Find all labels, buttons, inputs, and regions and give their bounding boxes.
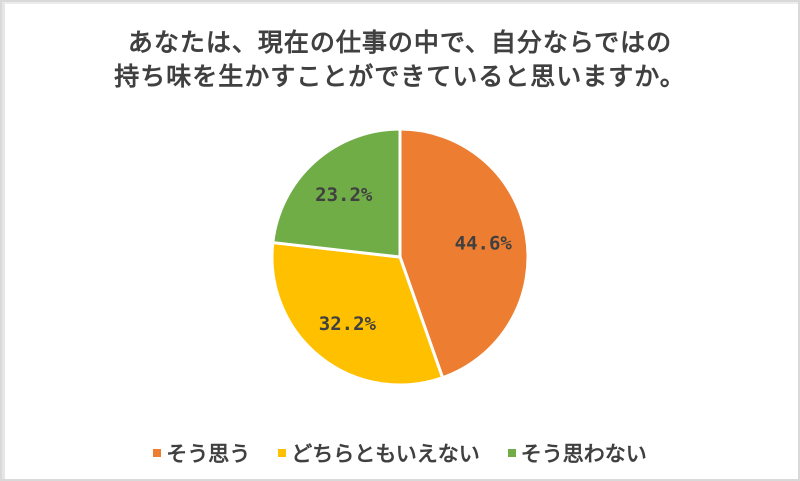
pie-labels: 44.6% 32.2% 23.2% (315, 184, 512, 335)
legend-item-disagree: そう思わない (507, 438, 647, 468)
pie-data-label: 44.6% (455, 233, 513, 255)
legend-swatch-yellow (278, 449, 287, 457)
pie-data-label: 32.2% (319, 313, 377, 335)
chart-title-line-1: あなたは、現在の仕事の中で、自分ならではの (127, 28, 673, 57)
pie-slice-disagree (271, 127, 402, 259)
legend-swatch-green (507, 449, 516, 457)
legend-item-neutral: どちらともいえない (278, 438, 480, 468)
pie-slice-neutral (270, 240, 445, 387)
legend: そう思う どちらともいえない そう思わない (0, 438, 800, 468)
pie-slice-agree (398, 127, 530, 380)
pie-data-label: 23.2% (315, 184, 373, 206)
chart-title: あなたは、現在の仕事の中で、自分ならではの 持ち味を生かすことができていると思い… (100, 26, 700, 94)
legend-label: そう思わない (520, 442, 647, 466)
legend-label: そう思う (166, 442, 251, 466)
legend-swatch-orange (153, 449, 162, 457)
chart-title-line-2: 持ち味を生かすことができていると思いますか。 (114, 62, 686, 91)
legend-label: どちらともいえない (291, 442, 480, 466)
pie-slices (270, 127, 530, 387)
legend-item-agree: そう思う (153, 438, 250, 468)
